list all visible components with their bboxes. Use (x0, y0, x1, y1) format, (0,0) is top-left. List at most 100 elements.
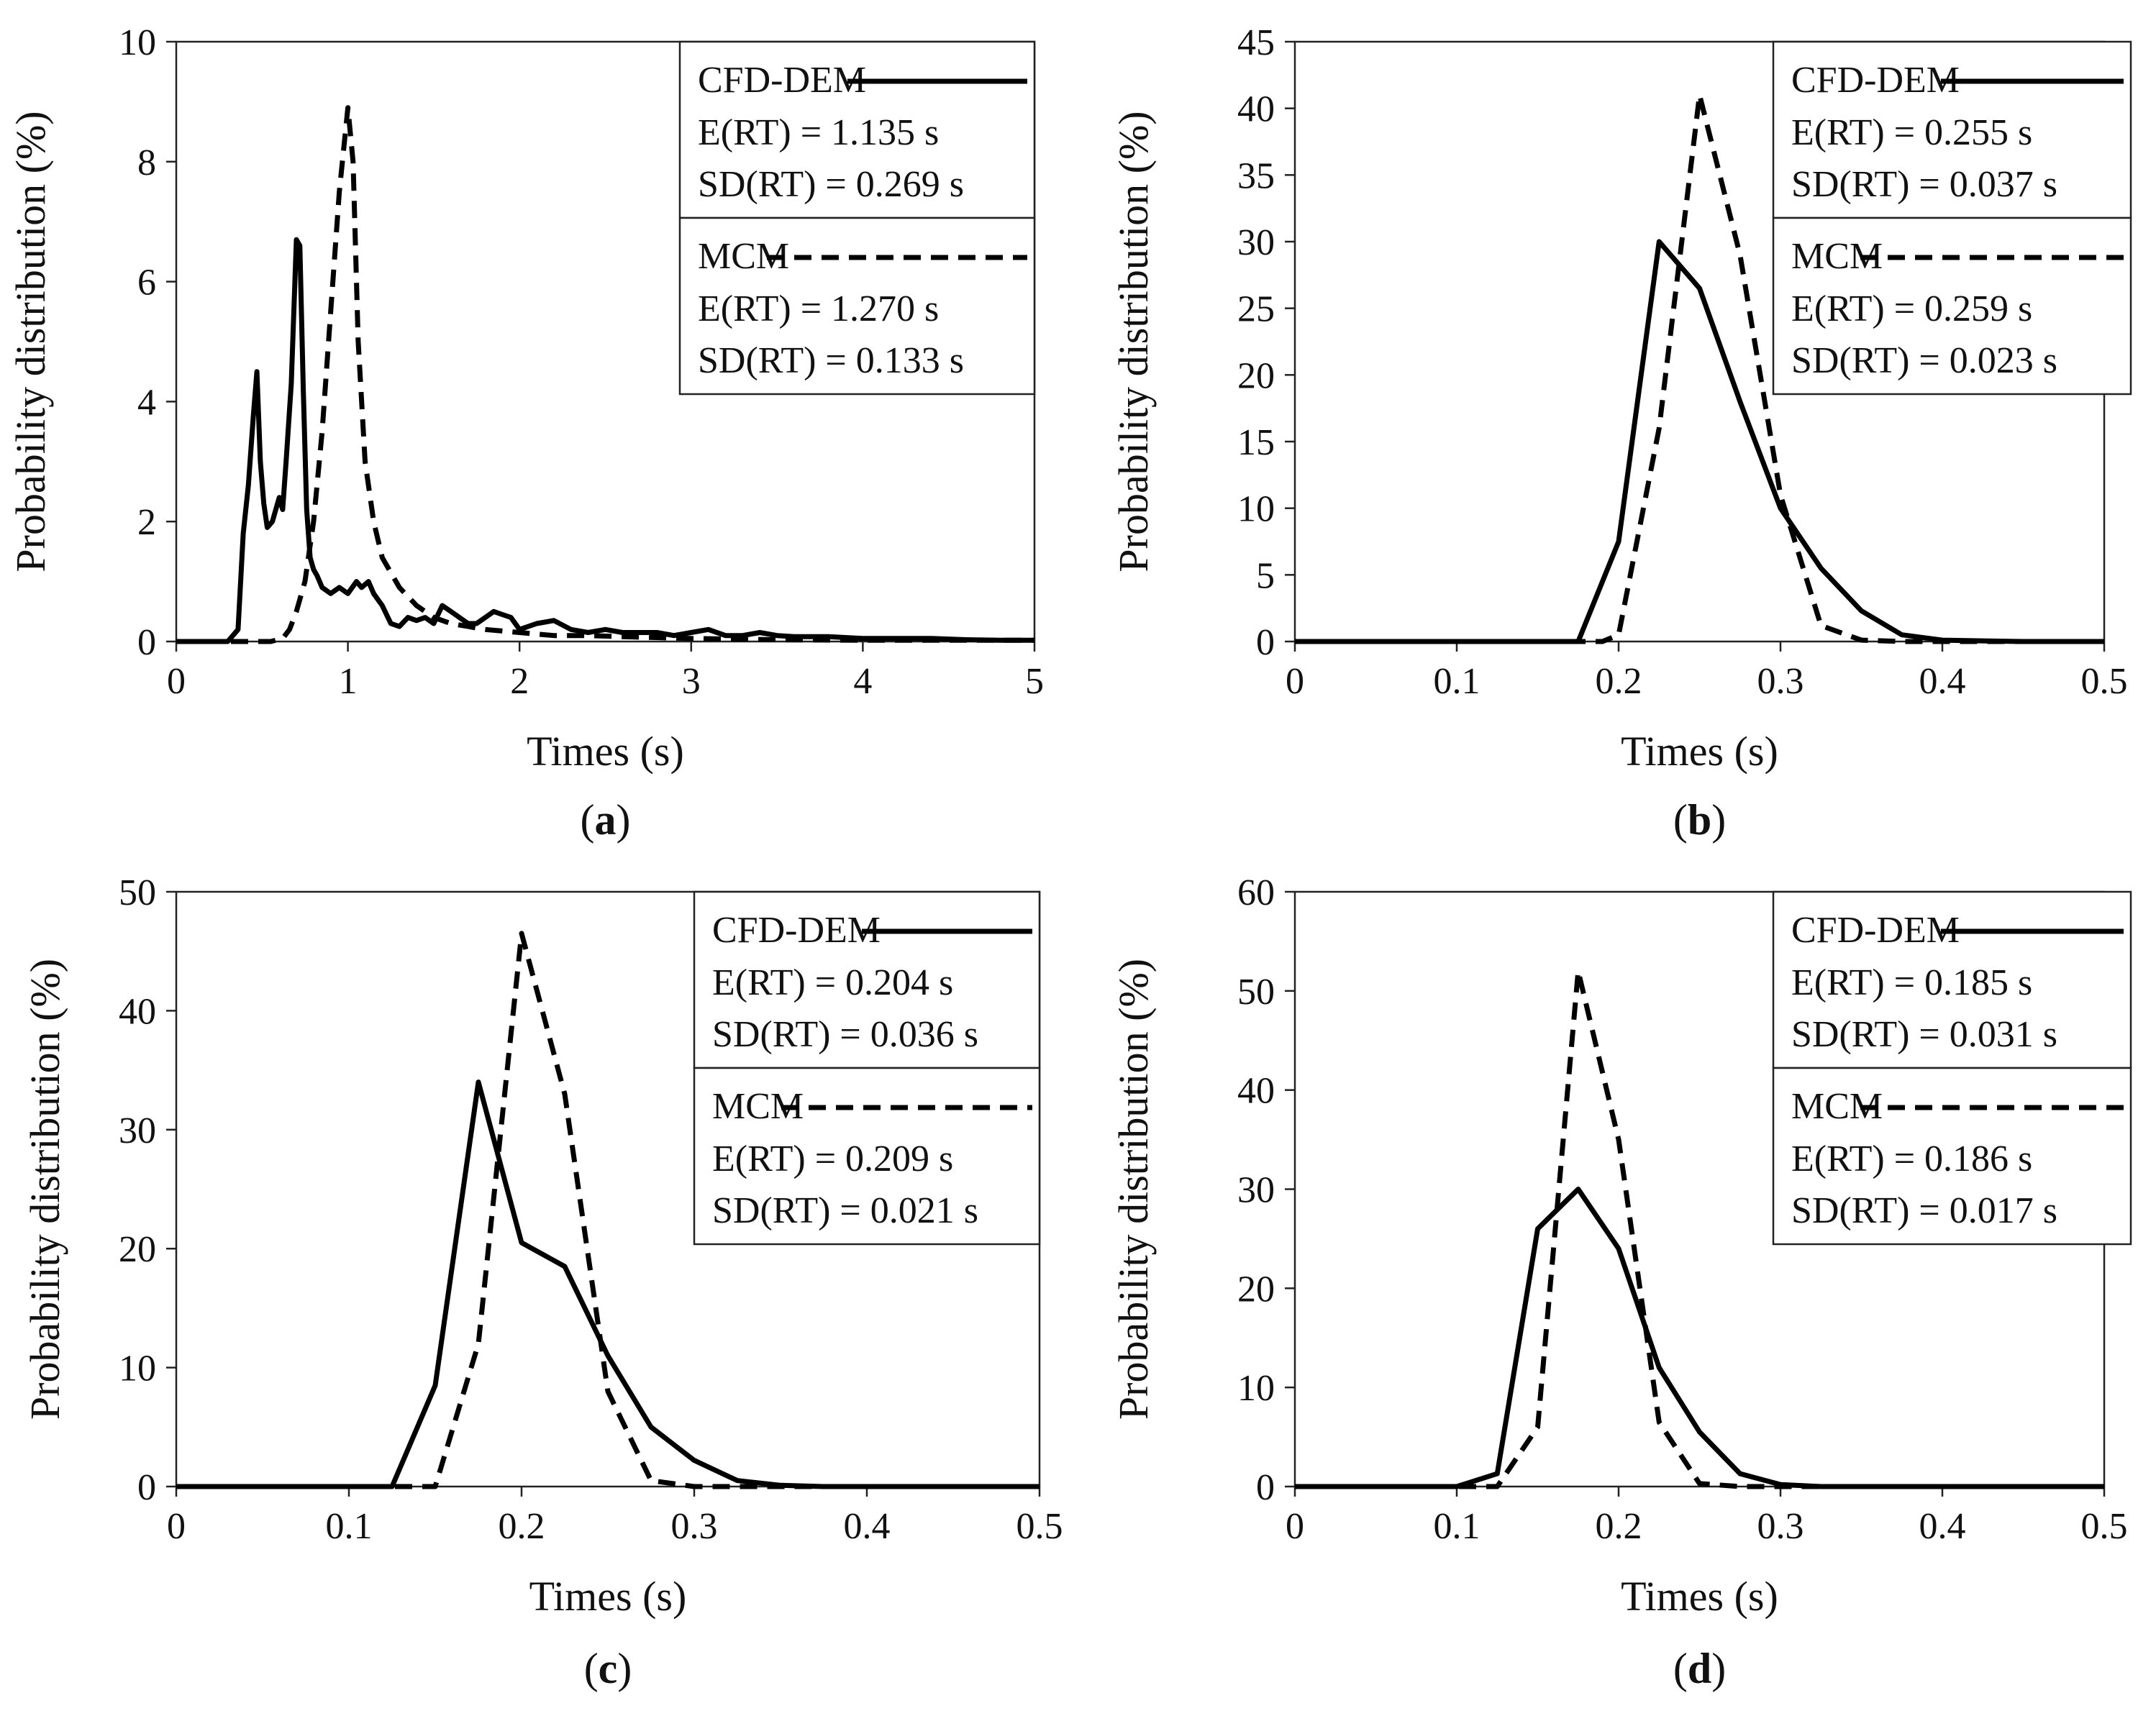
chart-panel-c: 0 0.1 0.2 0.3 0.4 0.5 0 10 20 30 40 50 Times (s) Prob… (22, 872, 1063, 1692)
x-tick-label: 1 (339, 661, 358, 702)
panel-label-letter: c (599, 1645, 618, 1692)
legend-box (1772, 216, 2132, 396)
legend-stat: SD(RT) = 0.021 s (712, 1190, 978, 1231)
x-axis-label: Times (s) (529, 1573, 687, 1620)
panel-label-letter: d (1688, 1645, 1711, 1692)
x-tick-label: 3 (682, 661, 701, 702)
y-tick-label: 30 (1237, 222, 1275, 263)
legend-box (693, 1067, 1041, 1246)
series-line-mcm (176, 931, 1040, 1489)
panel-label-a: (a) (581, 796, 631, 844)
legend-stat: E(RT) = 0.209 s (712, 1138, 953, 1179)
x-tick-label: 0.3 (671, 1506, 718, 1547)
x-tick-label: 0 (1286, 1506, 1304, 1547)
y-tick-label: 40 (119, 991, 156, 1032)
x-axis-label: Times (s) (1621, 1573, 1778, 1620)
x-tick-label: 0.5 (2081, 661, 2128, 702)
x-tick-label: 0.5 (1016, 1506, 1063, 1547)
y-tick-label: 60 (1237, 872, 1275, 913)
chart-panel-a: 0 1 2 3 4 5 0 2 4 6 8 10 Times (s) Probability distri… (7, 22, 1044, 844)
legend-box (693, 890, 1041, 1069)
x-tick-label: 0.1 (1434, 661, 1480, 702)
x-tick-label: 0 (167, 1506, 186, 1547)
legend-box (1772, 890, 2132, 1069)
legend-stat: E(RT) = 0.259 s (1791, 288, 2032, 329)
panel-label-open: ( (1673, 796, 1688, 844)
legend-stat: E(RT) = 1.270 s (698, 288, 939, 329)
legend-box (1772, 1067, 2132, 1246)
x-tick-label: 0.3 (1757, 1506, 1804, 1547)
y-axis-label: Probability distribution (%) (1110, 959, 1157, 1420)
legend-stat: SD(RT) = 0.023 s (1791, 340, 2057, 381)
series-line-cfd-dem (1295, 239, 2104, 644)
y-tick-label: 20 (1237, 1269, 1275, 1310)
y-tick-label: 20 (119, 1229, 156, 1270)
x-tick-label: 0.2 (1596, 661, 1642, 702)
legend-box (678, 40, 1036, 219)
legend-box (1772, 40, 2132, 219)
y-tick-label: 6 (137, 263, 156, 303)
y-tick-label: 2 (137, 502, 156, 543)
y-tick-label: 30 (1237, 1170, 1275, 1211)
x-tick-label: 2 (510, 661, 529, 702)
panel-label-close: ) (1711, 796, 1726, 844)
panel-label-b: (b) (1673, 796, 1726, 844)
y-tick-label: 0 (137, 1467, 156, 1508)
y-tick-label: 50 (119, 872, 156, 913)
y-tick-label: 10 (119, 1348, 156, 1389)
y-tick-label: 40 (1237, 89, 1275, 130)
y-tick-label: 10 (1237, 1368, 1275, 1409)
y-tick-label: 35 (1237, 155, 1275, 196)
x-tick-label: 0 (1286, 661, 1304, 702)
panel-label-close: ) (1711, 1645, 1726, 1692)
x-tick-label: 0.4 (1919, 661, 1966, 702)
y-tick-label: 40 (1237, 1071, 1275, 1112)
y-tick-label: 25 (1237, 289, 1275, 330)
legend-stat: SD(RT) = 0.037 s (1791, 164, 2057, 205)
legend-box (678, 216, 1036, 396)
legend-name-cfd-dem: CFD-DEM (1791, 60, 1960, 101)
legend-name-cfd-dem: CFD-DEM (698, 60, 866, 101)
legend-name-cfd-dem: CFD-DEM (712, 910, 881, 951)
legend-stat: E(RT) = 1.135 s (698, 112, 939, 153)
x-tick-label: 0.4 (1919, 1506, 1966, 1547)
x-tick-label: 0.2 (499, 1506, 545, 1547)
legend-stat: E(RT) = 0.255 s (1791, 112, 2032, 153)
y-tick-label: 0 (1256, 1467, 1275, 1508)
legend-stat: E(RT) = 0.204 s (712, 962, 953, 1003)
legend-stat: E(RT) = 0.186 s (1791, 1138, 2032, 1179)
legend-stat: E(RT) = 0.185 s (1791, 962, 2032, 1003)
chart-panel-b: 0 0.1 0.2 0.3 0.4 0.5 0 5 10 15 20 25 30 35 40 45 Times … (1110, 22, 2132, 844)
y-tick-label: 30 (119, 1110, 156, 1151)
panel-label-open: ( (581, 796, 595, 844)
series-line-mcm (1295, 92, 2104, 644)
y-tick-label: 50 (1237, 972, 1275, 1013)
panel-label-c: (c) (584, 1645, 632, 1692)
x-tick-label: 4 (853, 661, 872, 702)
y-tick-label: 45 (1237, 22, 1275, 63)
x-tick-label: 0.1 (326, 1506, 373, 1547)
series-line-cfd-dem (176, 237, 1034, 644)
x-tick-label: 0.1 (1434, 1506, 1480, 1547)
legend-stat: SD(RT) = 0.133 s (698, 340, 964, 381)
y-axis-label: Probability distribution (%) (1110, 111, 1157, 572)
panel-label-open: ( (1673, 1645, 1688, 1692)
x-axis-label: Times (s) (1621, 728, 1778, 775)
y-axis-label: Probability distribution (%) (7, 111, 54, 572)
y-tick-label: 5 (1256, 555, 1275, 596)
y-tick-label: 4 (137, 382, 156, 423)
chart-panel-d: 0 0.1 0.2 0.3 0.4 0.5 0 10 20 30 40 50 60 Times (s) Pr… (1110, 872, 2132, 1692)
panel-label-open: ( (584, 1645, 599, 1692)
x-tick-label: 0.3 (1757, 661, 1804, 702)
y-tick-label: 8 (137, 142, 156, 183)
legend-name-cfd-dem: CFD-DEM (1791, 910, 1960, 951)
series-line-mcm (176, 105, 1034, 644)
y-tick-label: 10 (119, 22, 156, 63)
panel-label-close: ) (617, 1645, 632, 1692)
y-tick-label: 0 (137, 622, 156, 663)
y-tick-label: 20 (1237, 355, 1275, 396)
y-axis-label: Probability distribution (%) (22, 959, 68, 1420)
x-axis-label: Times (s) (527, 728, 684, 775)
legend-stat: SD(RT) = 0.036 s (712, 1014, 978, 1055)
